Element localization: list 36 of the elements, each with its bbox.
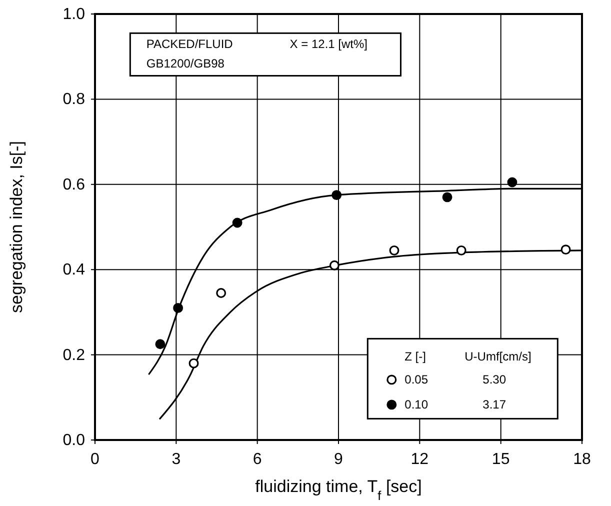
x-tick-label: 15 [492,451,510,468]
x-tick-label: 18 [573,451,591,468]
x-tick-label: 0 [90,451,100,468]
legend-label: 0.10 [404,398,428,412]
annotation: GB1200/GB98 [146,56,225,70]
point [456,245,466,256]
legend-title: Z [-] [404,350,426,364]
y-tick-label: 0.0 [62,432,86,449]
legend-label: 0.05 [404,372,428,387]
x-axis-title: fluidizing time, T$_{f}$ [sec] [255,477,422,502]
point [173,302,184,313]
point [188,358,199,368]
point [560,244,571,255]
y-tick-label: 0.8 [62,91,86,108]
point [442,192,452,202]
annotation: 5.30 [482,372,506,387]
point [216,288,226,298]
point [332,190,342,200]
annotation: U-Umf[cm/s] [464,350,532,364]
y-tick-label: 0.6 [62,176,86,194]
point [507,177,518,188]
x-tick-label: 6 [252,451,262,468]
point [155,339,166,350]
annotation: X = 12.1 [wt%] [290,37,368,52]
point [329,260,340,270]
x-tick-label: 12 [410,451,429,468]
point [232,218,242,228]
y-tick-label: 0.4 [62,262,86,279]
point [389,245,400,256]
annotation: PACKED/FLUID [146,37,234,52]
annotation: 3.17 [482,398,506,412]
y-tick-label: 0.2 [62,346,86,364]
y-axis-title: segregation index, Is[-] [7,141,26,313]
y-tick-label: 1.0 [62,6,86,23]
x-tick-label: 9 [334,451,344,468]
x-tick-label: 3 [172,451,181,468]
